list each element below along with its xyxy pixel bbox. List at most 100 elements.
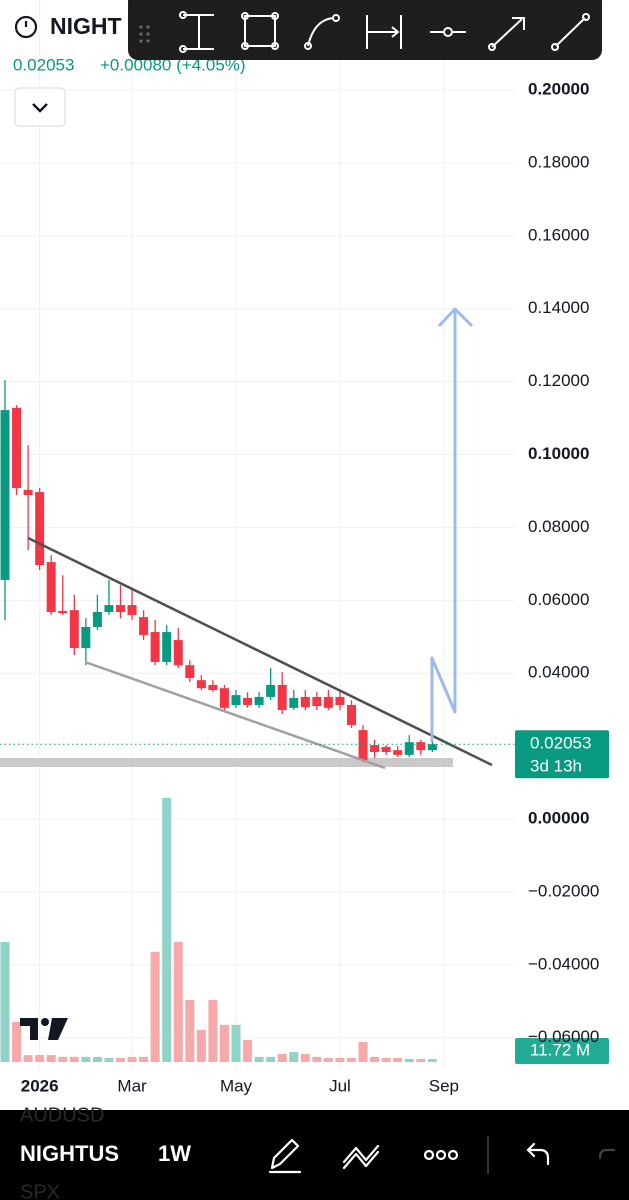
candle-body	[323, 696, 333, 708]
candle-body	[23, 489, 33, 495]
dropdown-button[interactable]	[14, 87, 66, 127]
volume-bar	[58, 1056, 68, 1062]
volume-bar	[427, 1058, 437, 1062]
y-tick-label: −0.06000	[528, 1027, 599, 1046]
volume-bar	[139, 1056, 149, 1062]
candle-body	[58, 610, 68, 614]
volume-bar	[300, 1054, 310, 1062]
volume-label-box	[515, 1038, 609, 1064]
y-tick-label: 0.18000	[528, 152, 589, 171]
volume-bar	[173, 941, 183, 1062]
pencil-icon[interactable]	[268, 1138, 302, 1174]
volume-bar	[81, 1056, 91, 1062]
y-tick-label: 0.04000	[528, 663, 589, 682]
volume-bar	[23, 1055, 33, 1062]
candle-body	[393, 750, 403, 755]
grid	[0, 0, 515, 1068]
volume-bar	[393, 1057, 403, 1062]
candle-body	[0, 410, 10, 580]
price-label-box	[515, 730, 609, 779]
volume-bar	[69, 1056, 79, 1062]
volume-bar	[347, 1057, 356, 1062]
candle-body	[416, 742, 426, 751]
candle-body	[35, 492, 45, 565]
candle-body	[196, 680, 206, 689]
candle-body	[289, 698, 299, 708]
volume-label: 11.72 M	[530, 1040, 590, 1059]
volume-bar	[312, 1056, 322, 1062]
volume-bar	[243, 1039, 253, 1062]
candle-body	[116, 605, 125, 613]
price-range-tool[interactable]	[179, 11, 214, 53]
volume-bar	[231, 1024, 241, 1062]
date-range-tool[interactable]	[366, 15, 402, 49]
horizontal-zone	[0, 758, 453, 767]
resistance-trendline	[27, 536, 493, 767]
volume-bar	[381, 1057, 391, 1062]
volume-layer	[0, 798, 437, 1062]
price-change: +0.00080 (+4.05%)	[100, 55, 246, 74]
candle-body	[104, 605, 114, 613]
candle-body	[46, 562, 56, 613]
ghost-symbol: AUDUSD	[20, 1104, 104, 1126]
volume-bar	[127, 1056, 137, 1062]
candle-body	[370, 745, 380, 752]
candle-body	[243, 698, 253, 705]
volume-bar	[335, 1057, 345, 1062]
toolbar-bg	[128, 0, 602, 60]
more-icon[interactable]	[423, 1149, 459, 1161]
volume-bar	[46, 1055, 56, 1062]
trendline-tool[interactable]	[551, 13, 590, 51]
y-tick-label: 0.14000	[528, 298, 589, 317]
volume-bar	[0, 941, 10, 1062]
volume-bar	[196, 1029, 206, 1062]
path-tool[interactable]	[304, 14, 340, 50]
candle-body	[312, 696, 322, 707]
y-tick-label: 0.20000	[528, 80, 589, 99]
y-tick-label: 0.16000	[528, 225, 589, 244]
y-tick-label: −0.02000	[528, 881, 599, 900]
volume-bar	[404, 1058, 414, 1062]
price-markers: 0.02053 3d 13h 11.72 M	[0, 730, 609, 1064]
rectangle-tool[interactable]	[241, 12, 279, 50]
candle-body	[381, 746, 391, 752]
undo-icon[interactable]	[526, 1142, 550, 1166]
volume-bar	[12, 1022, 22, 1062]
candle-body	[139, 617, 149, 635]
candle-body	[208, 684, 218, 691]
volume-bar	[277, 1054, 287, 1062]
y-tick-label: −0.04000	[528, 954, 599, 973]
bottom-bar-bg	[0, 1110, 629, 1200]
candle-body	[254, 696, 264, 705]
candle-body	[277, 684, 287, 711]
tv-logo	[20, 1018, 68, 1040]
candle-body	[92, 612, 102, 627]
y-tick-label: 0.06000	[528, 590, 589, 609]
volume-bar	[150, 951, 160, 1062]
candle-body	[69, 610, 79, 649]
drawings-icon[interactable]	[342, 1144, 380, 1170]
volume-bar	[323, 1057, 333, 1062]
redo-icon[interactable]	[598, 1148, 616, 1160]
volume-bar	[92, 1056, 102, 1062]
symbol-button[interactable]: NIGHTUS	[20, 1141, 119, 1166]
symbol[interactable]: NIGHT	[50, 13, 122, 39]
volume-bar	[416, 1058, 426, 1062]
candles	[0, 380, 437, 763]
drag-handle[interactable]	[139, 25, 150, 43]
clock-icon	[14, 15, 38, 39]
candle-body	[427, 744, 437, 751]
x-tick-label: Mar	[117, 1076, 147, 1095]
interval-button[interactable]: 1W	[158, 1141, 191, 1166]
support-trendline	[84, 660, 386, 770]
x-tick-label: Sep	[429, 1076, 459, 1095]
y-tick-label: 0.00000	[528, 809, 589, 828]
volume-bar	[289, 1052, 299, 1062]
volume-bar	[358, 1042, 368, 1062]
volume-bar	[35, 1055, 45, 1062]
countdown-label: 3d 13h	[530, 757, 582, 776]
horizontal-ray-tool[interactable]	[430, 27, 466, 37]
arrow-tool[interactable]	[488, 17, 525, 51]
